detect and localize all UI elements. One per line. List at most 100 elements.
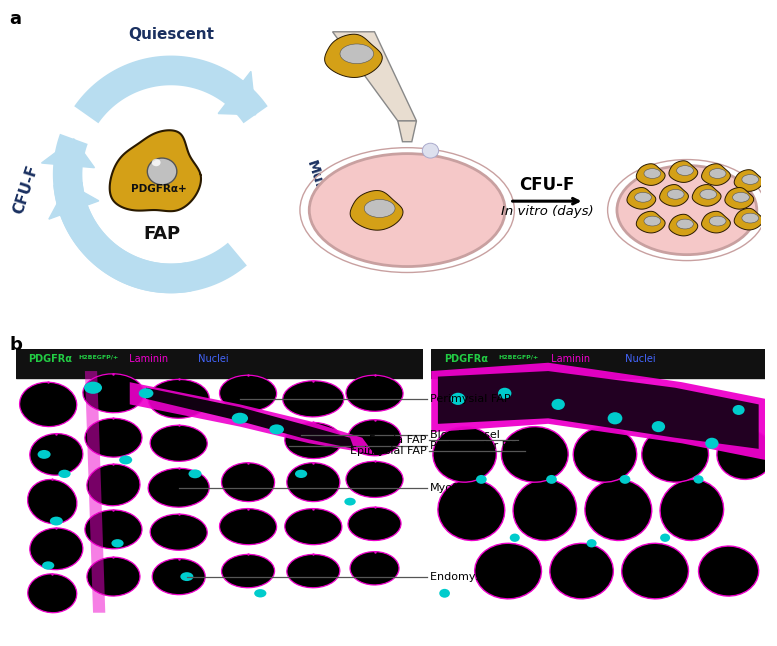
Text: PDGFRα: PDGFRα [444,353,489,364]
Polygon shape [431,349,765,378]
Polygon shape [438,371,758,449]
Polygon shape [692,185,721,206]
Ellipse shape [220,375,277,412]
Ellipse shape [295,470,307,478]
Ellipse shape [139,388,153,399]
Ellipse shape [28,574,77,612]
Ellipse shape [50,517,63,525]
Ellipse shape [694,475,703,484]
Ellipse shape [344,497,356,506]
Polygon shape [398,121,416,141]
Ellipse shape [287,463,340,501]
Ellipse shape [677,165,693,176]
Text: Fascia FAP: Fascia FAP [369,435,427,444]
Polygon shape [110,130,201,211]
Ellipse shape [87,464,140,506]
Polygon shape [660,185,688,206]
Ellipse shape [660,534,670,542]
Ellipse shape [189,470,201,478]
Ellipse shape [30,433,83,475]
Ellipse shape [620,475,630,484]
Ellipse shape [550,543,613,599]
Ellipse shape [439,589,450,598]
Ellipse shape [150,425,207,461]
Ellipse shape [546,475,557,484]
Ellipse shape [709,169,726,178]
Ellipse shape [309,154,505,267]
Text: Myofiber: Myofiber [430,483,479,493]
Polygon shape [16,349,423,378]
Text: CFU-F: CFU-F [519,176,575,194]
Ellipse shape [699,546,758,596]
Text: CFU-F: CFU-F [12,163,41,216]
Polygon shape [49,183,99,219]
Ellipse shape [476,475,486,484]
Ellipse shape [660,479,723,541]
Text: PDGFRα: PDGFRα [28,353,71,364]
Text: PDGFRα+: PDGFRα+ [131,184,187,194]
Ellipse shape [221,554,274,588]
Ellipse shape [501,426,568,482]
Ellipse shape [364,200,395,218]
Ellipse shape [667,189,684,199]
Polygon shape [702,211,730,233]
Ellipse shape [152,159,161,166]
Ellipse shape [85,418,142,457]
Ellipse shape [513,479,577,541]
Ellipse shape [270,424,284,434]
Ellipse shape [451,393,465,405]
Polygon shape [146,388,354,449]
Ellipse shape [742,213,758,223]
Ellipse shape [573,426,636,482]
Ellipse shape [85,510,142,549]
Ellipse shape [700,189,716,199]
Text: Epimysial FAP: Epimysial FAP [350,446,427,456]
Ellipse shape [608,412,622,424]
Ellipse shape [510,534,520,542]
Polygon shape [85,371,106,612]
Ellipse shape [644,169,660,178]
Text: FAP: FAP [144,225,180,243]
Ellipse shape [552,399,565,410]
Ellipse shape [220,508,277,545]
Text: Quiescent: Quiescent [128,27,214,42]
Polygon shape [734,208,763,230]
Ellipse shape [180,572,193,581]
Ellipse shape [617,165,757,255]
Polygon shape [636,163,665,185]
Ellipse shape [587,539,597,547]
Text: a: a [9,10,21,28]
Ellipse shape [733,405,744,415]
Text: H2BEGFP/+: H2BEGFP/+ [78,355,119,360]
Ellipse shape [83,374,144,413]
Polygon shape [734,170,763,191]
Ellipse shape [148,158,177,185]
Ellipse shape [706,438,719,449]
Ellipse shape [221,463,274,501]
Ellipse shape [285,508,342,545]
Ellipse shape [58,470,71,478]
Ellipse shape [733,193,749,202]
Ellipse shape [677,219,693,229]
Polygon shape [333,32,416,121]
Text: Blood vessel: Blood vessel [430,430,500,441]
Ellipse shape [148,468,209,507]
Polygon shape [627,187,656,209]
Polygon shape [53,134,191,293]
Polygon shape [41,139,95,168]
Text: Perimysial FAP: Perimysial FAP [430,394,510,404]
Polygon shape [669,161,698,182]
Text: b: b [9,336,23,354]
Ellipse shape [150,514,207,550]
Ellipse shape [423,143,438,158]
Ellipse shape [433,426,497,482]
Ellipse shape [635,193,651,202]
Ellipse shape [350,552,399,585]
Ellipse shape [19,382,77,426]
Polygon shape [218,72,256,115]
Ellipse shape [30,528,83,570]
Ellipse shape [622,543,688,599]
Ellipse shape [28,479,77,524]
Text: Laminin: Laminin [549,353,591,364]
Ellipse shape [42,561,54,570]
